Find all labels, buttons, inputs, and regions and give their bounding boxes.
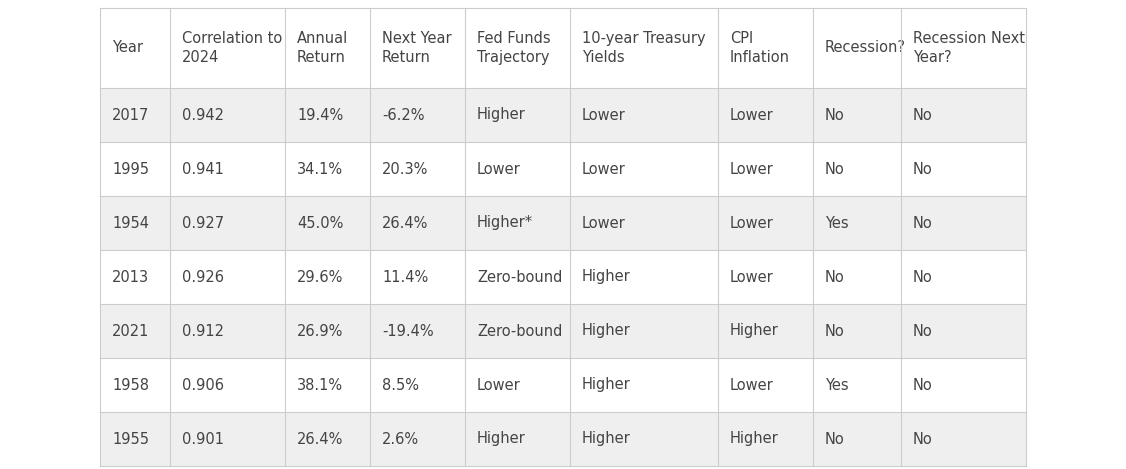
Text: Lower: Lower (730, 161, 774, 176)
Text: Lower: Lower (730, 270, 774, 285)
Text: Recession?: Recession? (825, 40, 906, 55)
Text: No: No (913, 107, 932, 122)
Text: No: No (913, 378, 932, 393)
Text: 0.941: 0.941 (182, 161, 224, 176)
Text: No: No (825, 107, 844, 122)
Text: Annual
Return: Annual Return (297, 31, 348, 65)
Text: Higher: Higher (730, 431, 779, 446)
Text: Lower: Lower (730, 107, 774, 122)
Text: 2017: 2017 (111, 107, 150, 122)
Text: Higher: Higher (582, 378, 631, 393)
Text: 20.3%: 20.3% (382, 161, 428, 176)
Text: Lower: Lower (582, 107, 626, 122)
Text: No: No (913, 215, 932, 230)
Text: Higher: Higher (477, 107, 526, 122)
Bar (100, 142, 1026, 196)
Text: No: No (825, 161, 844, 176)
Text: 0.942: 0.942 (182, 107, 224, 122)
Text: No: No (913, 431, 932, 446)
Text: 45.0%: 45.0% (297, 215, 343, 230)
Text: CPI
Inflation: CPI Inflation (730, 31, 790, 65)
Bar (100, 358, 1026, 412)
Text: No: No (825, 324, 844, 339)
Text: Higher: Higher (582, 270, 631, 285)
Bar (100, 412, 1026, 466)
Text: 2021: 2021 (111, 324, 150, 339)
Text: No: No (825, 270, 844, 285)
Bar (100, 8, 1026, 88)
Bar (100, 250, 1026, 304)
Text: Higher*: Higher* (477, 215, 533, 230)
Text: 0.901: 0.901 (182, 431, 224, 446)
Text: 0.906: 0.906 (182, 378, 224, 393)
Text: Lower: Lower (730, 215, 774, 230)
Text: Higher: Higher (730, 324, 779, 339)
Text: 11.4%: 11.4% (382, 270, 428, 285)
Text: Yes: Yes (825, 378, 849, 393)
Text: 1995: 1995 (111, 161, 149, 176)
Text: Zero-bound: Zero-bound (477, 324, 562, 339)
Text: No: No (913, 161, 932, 176)
Text: Lower: Lower (477, 161, 520, 176)
Text: No: No (825, 431, 844, 446)
Text: 1955: 1955 (111, 431, 149, 446)
Text: 19.4%: 19.4% (297, 107, 343, 122)
Bar (100, 88, 1026, 142)
Text: 26.4%: 26.4% (297, 431, 343, 446)
Text: 0.912: 0.912 (182, 324, 224, 339)
Text: Yes: Yes (825, 215, 849, 230)
Text: 2.6%: 2.6% (382, 431, 419, 446)
Text: 1954: 1954 (111, 215, 149, 230)
Text: 1958: 1958 (111, 378, 149, 393)
Text: 8.5%: 8.5% (382, 378, 419, 393)
Bar (100, 304, 1026, 358)
Text: Lower: Lower (730, 378, 774, 393)
Text: Lower: Lower (477, 378, 520, 393)
Text: Higher: Higher (582, 324, 631, 339)
Text: Fed Funds
Trajectory: Fed Funds Trajectory (477, 31, 551, 65)
Text: 34.1%: 34.1% (297, 161, 343, 176)
Text: 10-year Treasury
Yields: 10-year Treasury Yields (582, 31, 706, 65)
Text: No: No (913, 324, 932, 339)
Text: 0.926: 0.926 (182, 270, 224, 285)
Text: Correlation to
2024: Correlation to 2024 (182, 31, 283, 65)
Text: -19.4%: -19.4% (382, 324, 434, 339)
Text: No: No (913, 270, 932, 285)
Text: 29.6%: 29.6% (297, 270, 343, 285)
Text: 38.1%: 38.1% (297, 378, 343, 393)
Text: 26.4%: 26.4% (382, 215, 428, 230)
Text: 0.927: 0.927 (182, 215, 224, 230)
Text: 26.9%: 26.9% (297, 324, 343, 339)
Text: 2013: 2013 (111, 270, 149, 285)
Text: Zero-bound: Zero-bound (477, 270, 562, 285)
Text: Recession Next
Year?: Recession Next Year? (913, 31, 1025, 65)
Text: Year: Year (111, 40, 143, 55)
Text: Higher: Higher (477, 431, 526, 446)
Bar (100, 196, 1026, 250)
Text: Higher: Higher (582, 431, 631, 446)
Text: -6.2%: -6.2% (382, 107, 425, 122)
Text: Lower: Lower (582, 161, 626, 176)
Text: Next Year
Return: Next Year Return (382, 31, 452, 65)
Text: Lower: Lower (582, 215, 626, 230)
